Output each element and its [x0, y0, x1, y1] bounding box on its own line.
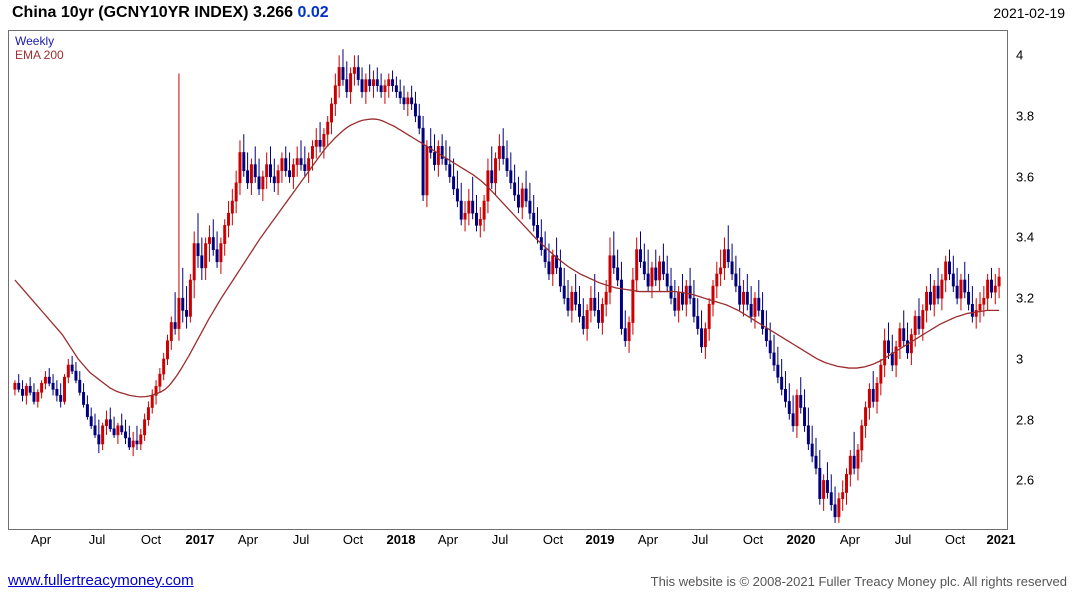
- y-axis-tick: 3.4: [1016, 229, 1035, 245]
- x-axis-tick: Oct: [944, 532, 966, 547]
- x-axis-tick: Apr: [637, 532, 659, 547]
- x-axis: Apr Jul Oct 2017 Apr Jul Oct 2018 Apr Jul Oct 2019 A…: [8, 532, 1016, 554]
- last-price: 3.266: [252, 4, 294, 21]
- y-axis-tick: 3: [1016, 351, 1024, 367]
- x-axis-tick: Jul: [894, 532, 912, 547]
- x-axis-tick: Oct: [140, 532, 162, 547]
- x-axis-tick: Jul: [292, 532, 310, 547]
- x-axis-tick: 2019: [585, 532, 615, 547]
- copyright-text: This website is © 2008-2021 Fuller Treac…: [650, 574, 1067, 589]
- x-axis-tick: Apr: [437, 532, 459, 547]
- x-axis-tick: Oct: [342, 532, 364, 547]
- site-url-link[interactable]: www.fullertreacymoney.com: [8, 572, 194, 589]
- y-axis: 2.6 2.8 3 3.2 3.4 3.6 3.8 4: [1010, 30, 1070, 530]
- instrument-name: China 10yr (GCNY10YR INDEX): [12, 4, 249, 21]
- x-axis-tick: Jul: [491, 532, 509, 547]
- x-axis-tick: Oct: [742, 532, 764, 547]
- y-axis-tick: 4: [1016, 47, 1024, 63]
- x-axis-tick: Jul: [88, 532, 106, 547]
- x-axis-tick: Apr: [839, 532, 861, 547]
- price-plot-area[interactable]: Weekly EMA 200: [8, 30, 1008, 530]
- y-axis-tick: 3.8: [1016, 108, 1035, 124]
- candlestick-svg: [13, 49, 1001, 523]
- as-of-date: 2021-02-19: [993, 5, 1065, 21]
- chart-footer: www.fullertreacymoney.com This website i…: [0, 572, 1075, 596]
- price-change: 0.02: [297, 4, 329, 21]
- x-axis-tick: 2018: [386, 532, 416, 547]
- y-axis-tick: 3.6: [1016, 169, 1035, 185]
- x-axis-tick: 2020: [786, 532, 816, 547]
- chart-header: China 10yr (GCNY10YR INDEX) 3.266 0.02 2…: [0, 0, 1075, 30]
- x-axis-tick: 2021: [986, 532, 1016, 547]
- y-axis-tick: 2.6: [1016, 472, 1035, 488]
- y-axis-tick: 2.8: [1016, 412, 1035, 428]
- x-axis-tick: Apr: [237, 532, 259, 547]
- x-axis-tick: Apr: [30, 532, 52, 547]
- x-axis-tick: Jul: [691, 532, 709, 547]
- y-axis-tick: 3.2: [1016, 290, 1035, 306]
- x-axis-tick: 2017: [185, 532, 215, 547]
- instrument-title: China 10yr (GCNY10YR INDEX) 3.266 0.02: [12, 4, 329, 22]
- x-axis-tick: Oct: [542, 532, 564, 547]
